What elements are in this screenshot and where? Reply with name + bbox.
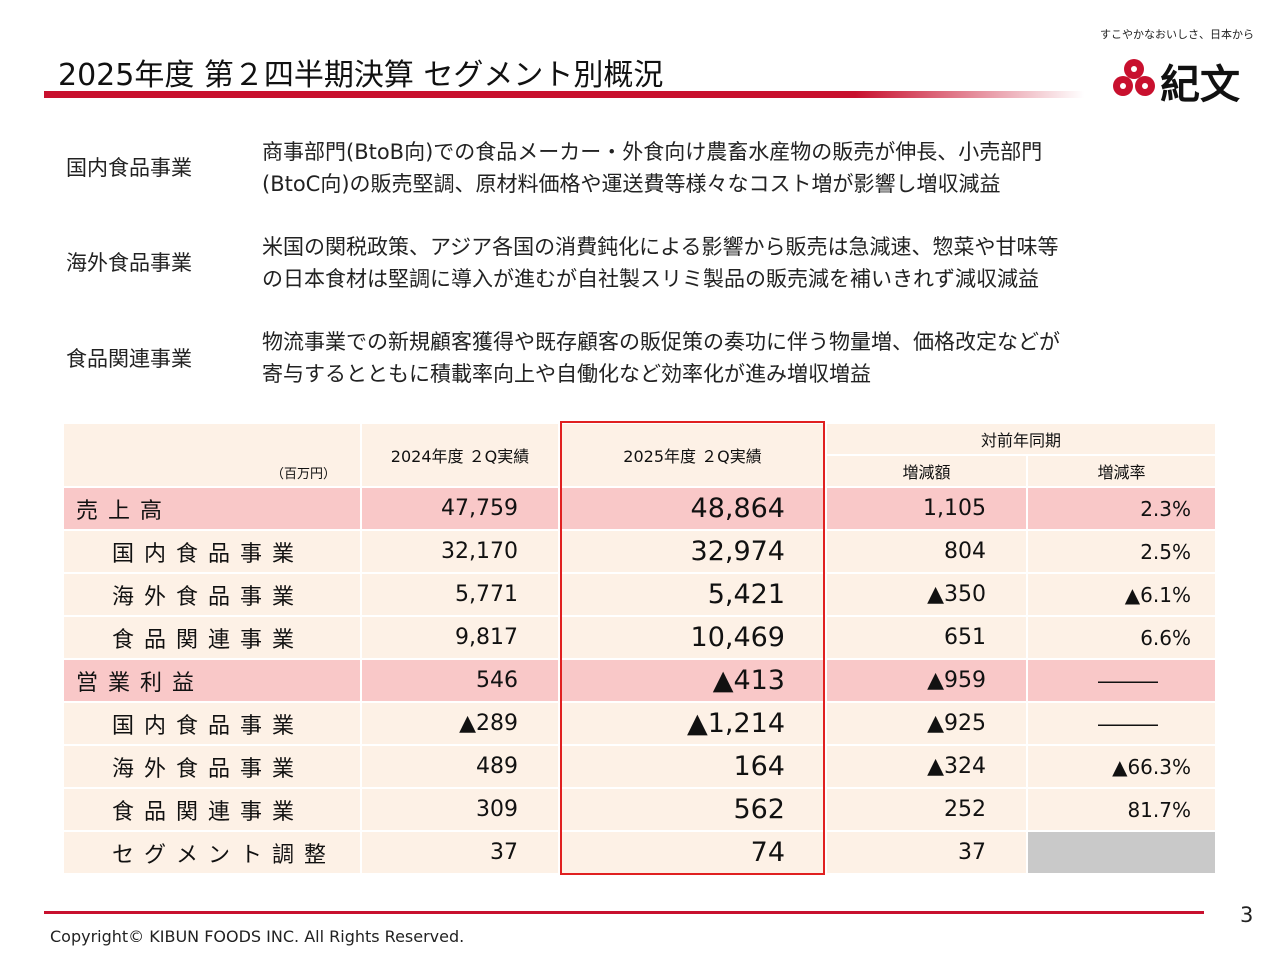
cell-cur: 562 (560, 789, 825, 830)
cell-cur: 32,974 (560, 531, 825, 572)
segment-desc-line: の日本食材は堅調に導入が進むが自社製スリミ製品の販売減を補いきれず減収減益 (262, 267, 1039, 291)
segment-results-table: （百万円） 2024年度 ２Q実績 2025年度 ２Q実績 対前年同期 増減額 … (62, 422, 1217, 875)
cell-rate-empty (1028, 832, 1215, 873)
cell-diff: 651 (827, 617, 1026, 658)
cell-cur: ▲1,214 (560, 703, 825, 744)
cell-prev: 309 (362, 789, 558, 830)
cell-cur: 164 (560, 746, 825, 787)
segment-desc-line: 物流事業での新規顧客獲得や既存顧客の販促策の奏功に伴う物量増、価格改定などが (262, 330, 1060, 354)
row-name: 食品関連事業 (64, 617, 360, 658)
row-name: 食品関連事業 (64, 789, 360, 830)
cell-cur: 48,864 (560, 488, 825, 529)
cell-rate: 81.7% (1028, 789, 1215, 830)
unit-label: （百万円） (64, 424, 360, 486)
cell-prev: 546 (362, 660, 558, 701)
cell-diff: ▲324 (827, 746, 1026, 787)
table-row: 海外食品事業 489 164 ▲324 ▲66.3% (64, 746, 1215, 787)
cell-prev: 37 (362, 832, 558, 873)
segment-desc-overseas: 米国の関税政策、アジア各国の消費鈍化による影響から販売は急減速、惣菜や甘味等 の… (262, 231, 1222, 295)
row-name: 国内食品事業 (64, 531, 360, 572)
cell-prev: 5,771 (362, 574, 558, 615)
cell-rate: 2.3% (1028, 488, 1215, 529)
cell-cur: ▲413 (560, 660, 825, 701)
col-header-yoy: 対前年同期 (827, 424, 1215, 454)
cell-rate: 2.5% (1028, 531, 1215, 572)
table-row: 食品関連事業 309 562 252 81.7% (64, 789, 1215, 830)
cell-diff: 37 (827, 832, 1026, 873)
table-row: 国内食品事業 ▲289 ▲1,214 ▲925 ――― (64, 703, 1215, 744)
row-name: 海外食品事業 (64, 746, 360, 787)
brand-logo: 紀文 (1112, 56, 1262, 108)
cell-diff: 252 (827, 789, 1026, 830)
logo-mark-icon (1113, 59, 1155, 96)
table-header-row: 増減額 増減率 (64, 456, 1215, 486)
table-row: 食品関連事業 9,817 10,469 651 6.6% (64, 617, 1215, 658)
table-row: セグメント調整 37 74 37 (64, 832, 1215, 873)
table-header-row: （百万円） 2024年度 ２Q実績 2025年度 ２Q実績 対前年同期 (64, 424, 1215, 486)
col-header-prev: 2024年度 ２Q実績 (362, 424, 558, 486)
table-row: 国内食品事業 32,170 32,974 804 2.5% (64, 531, 1215, 572)
row-name: 売上高 (64, 488, 360, 529)
cell-rate: ――― (1028, 660, 1215, 701)
cell-prev: 9,817 (362, 617, 558, 658)
cell-diff: 1,105 (827, 488, 1026, 529)
cell-cur: 10,469 (560, 617, 825, 658)
segment-desc-line: 商事部門(BtoB向)での食品メーカー・外食向け農畜水産物の販売が伸長、小売部門 (262, 140, 1043, 164)
cell-prev: ▲289 (362, 703, 558, 744)
cell-prev: 47,759 (362, 488, 558, 529)
cell-rate: ――― (1028, 703, 1215, 744)
cell-diff: 804 (827, 531, 1026, 572)
cell-prev: 489 (362, 746, 558, 787)
title-underline (44, 91, 1084, 98)
col-header-rate: 増減率 (1028, 456, 1215, 486)
footer-rule (44, 911, 1204, 914)
row-name: セグメント調整 (64, 832, 360, 873)
cell-prev: 32,170 (362, 531, 558, 572)
segment-label-domestic: 国内食品事業 (66, 156, 192, 180)
segment-label-related: 食品関連事業 (66, 347, 192, 371)
cell-diff: ▲959 (827, 660, 1026, 701)
segment-desc-line: 寄与するとともに積載率向上や自働化など効率化が進み増収増益 (262, 362, 871, 386)
logo-text: 紀文 (1160, 61, 1240, 108)
cell-rate: ▲66.3% (1028, 746, 1215, 787)
table-row-sales: 売上高 47,759 48,864 1,105 2.3% (64, 488, 1215, 529)
segment-desc-domestic: 商事部門(BtoB向)での食品メーカー・外食向け農畜水産物の販売が伸長、小売部門… (262, 136, 1222, 200)
cell-cur: 74 (560, 832, 825, 873)
page-title: 2025年度 第２四半期決算 セグメント別概況 (58, 58, 664, 93)
brand-tagline: すこやかなおいしさ、日本から (1100, 28, 1254, 41)
page-number: 3 (1240, 903, 1254, 927)
col-header-cur: 2025年度 ２Q実績 (560, 424, 825, 486)
segment-label-overseas: 海外食品事業 (66, 251, 192, 275)
col-header-diff: 増減額 (827, 456, 1026, 486)
cell-diff: ▲350 (827, 574, 1026, 615)
cell-cur: 5,421 (560, 574, 825, 615)
row-name: 営業利益 (64, 660, 360, 701)
copyright-text: Copyright© KIBUN FOODS INC. All Rights R… (50, 927, 465, 946)
segment-desc-line: (BtoC向)の販売堅調、原材料価格や運送費等様々なコスト増が影響し増収減益 (262, 172, 1001, 196)
segment-desc-related: 物流事業での新規顧客獲得や既存顧客の販促策の奏功に伴う物量増、価格改定などが 寄… (262, 326, 1222, 390)
cell-rate: ▲6.1% (1028, 574, 1215, 615)
cell-rate: 6.6% (1028, 617, 1215, 658)
segment-desc-line: 米国の関税政策、アジア各国の消費鈍化による影響から販売は急減速、惣菜や甘味等 (262, 235, 1059, 259)
cell-diff: ▲925 (827, 703, 1026, 744)
table-row: 海外食品事業 5,771 5,421 ▲350 ▲6.1% (64, 574, 1215, 615)
table-row-operating-profit: 営業利益 546 ▲413 ▲959 ――― (64, 660, 1215, 701)
row-name: 海外食品事業 (64, 574, 360, 615)
row-name: 国内食品事業 (64, 703, 360, 744)
